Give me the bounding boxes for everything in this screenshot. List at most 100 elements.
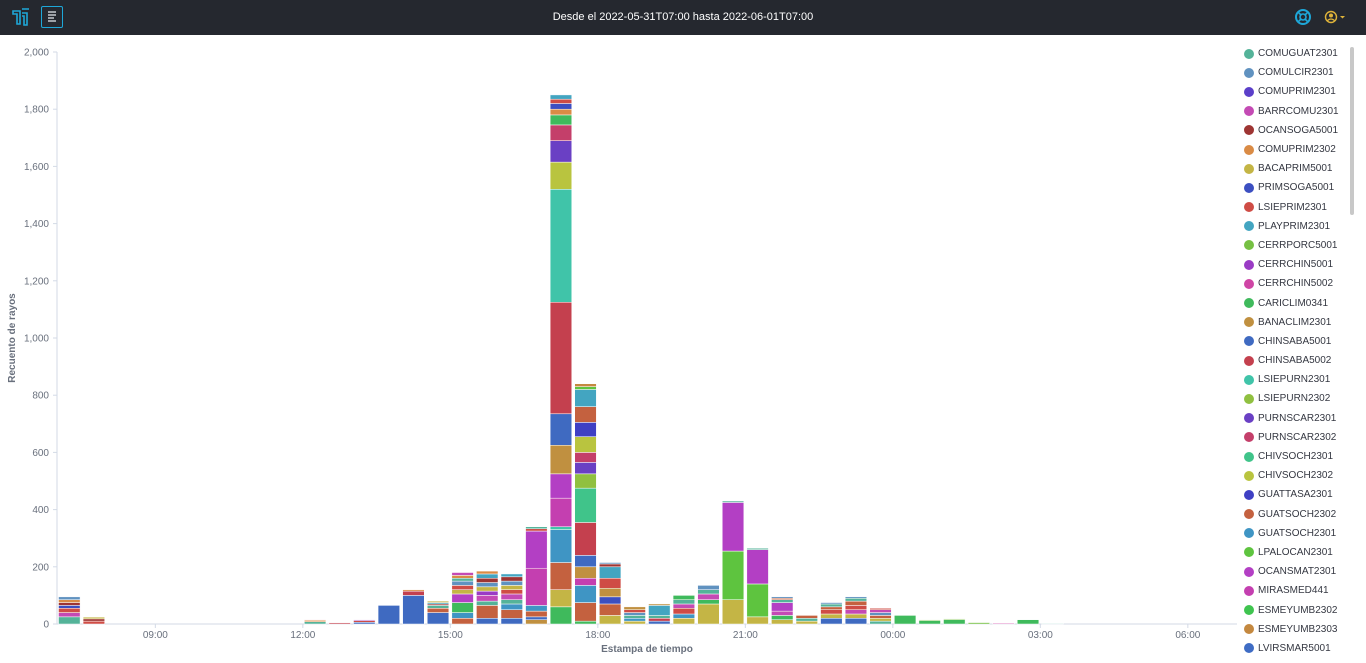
bar-segment[interactable] [525, 610, 548, 618]
legend-item[interactable]: LVIRSMAR5001 [1240, 639, 1345, 658]
bar-segment[interactable] [574, 389, 597, 407]
stacked-bar[interactable] [869, 608, 892, 625]
bar-segment[interactable] [451, 589, 474, 595]
stacked-bar[interactable] [623, 606, 646, 625]
bar-segment[interactable] [648, 603, 671, 606]
bar-segment[interactable] [574, 436, 597, 453]
bar-segment[interactable] [820, 603, 843, 608]
bar-segment[interactable] [574, 585, 597, 603]
bar-segment[interactable] [894, 615, 917, 625]
bar-segment[interactable] [771, 599, 794, 603]
legend-item[interactable]: LSIEPRIM2301 [1240, 198, 1345, 217]
bar-segment[interactable] [795, 618, 818, 622]
stacked-bar[interactable] [746, 547, 769, 625]
bar-segment[interactable] [500, 599, 523, 605]
bar-segment[interactable] [746, 547, 769, 550]
bar-segment[interactable] [771, 619, 794, 625]
legend-item[interactable]: MIRASMED441 [1240, 581, 1345, 600]
bar-segment[interactable] [549, 103, 573, 110]
stacked-bar[interactable] [795, 615, 818, 625]
bar-segment[interactable] [500, 576, 523, 582]
legend-item[interactable]: LSIEPURN2301 [1240, 370, 1345, 389]
stacked-bar[interactable] [894, 615, 917, 625]
bar-segment[interactable] [476, 595, 499, 602]
legend-item[interactable]: CHIVSOCH2301 [1240, 447, 1345, 466]
bar-segment[interactable] [525, 526, 548, 530]
bar-segment[interactable] [574, 566, 597, 579]
bar-segment[interactable] [869, 609, 892, 613]
stacked-bar[interactable] [525, 526, 548, 625]
bar-segment[interactable] [623, 618, 646, 622]
bar-segment[interactable] [402, 595, 425, 625]
bar-segment[interactable] [402, 589, 425, 592]
legend-item[interactable]: CERRCHIN5002 [1240, 274, 1345, 293]
bar-segment[interactable] [353, 619, 376, 621]
bar-segment[interactable] [451, 593, 474, 603]
legend-item[interactable]: CERRPORC5001 [1240, 236, 1345, 255]
bar-segment[interactable] [574, 555, 597, 568]
bar-segment[interactable] [500, 593, 523, 600]
bar-segment[interactable] [648, 618, 671, 622]
bar-segment[interactable] [599, 615, 622, 625]
legend-item[interactable]: GUATSOCH2302 [1240, 505, 1345, 524]
stacked-bar[interactable] [574, 383, 597, 625]
legend-item[interactable]: PRIMSOGA5001 [1240, 178, 1345, 197]
bar-segment[interactable] [574, 577, 597, 586]
bar-segment[interactable] [476, 570, 499, 575]
bar-segment[interactable] [549, 526, 573, 530]
legend-item[interactable]: CARICLIM0341 [1240, 293, 1345, 312]
stacked-bar[interactable] [82, 616, 105, 625]
bar-segment[interactable] [771, 596, 794, 599]
bar-segment[interactable] [844, 613, 868, 619]
bar-segment[interactable] [549, 606, 573, 625]
bar-segment[interactable] [476, 577, 499, 583]
legend-item[interactable]: ESMEYUMB2302 [1240, 600, 1345, 619]
legend-item[interactable]: COMUGUAT2301 [1240, 44, 1345, 63]
bar-segment[interactable] [525, 619, 548, 625]
bar-segment[interactable] [697, 603, 720, 625]
bar-segment[interactable] [574, 487, 597, 523]
bar-segment[interactable] [672, 599, 695, 605]
stacked-bar[interactable] [451, 572, 474, 625]
help-lifebuoy-icon[interactable] [1292, 6, 1314, 28]
bar-segment[interactable] [746, 549, 769, 585]
bar-segment[interactable] [844, 618, 868, 625]
bar-segment[interactable] [58, 599, 81, 603]
bar-segment[interactable] [599, 562, 622, 565]
bar-segment[interactable] [549, 98, 573, 104]
bar-segment[interactable] [476, 582, 499, 588]
bar-segment[interactable] [304, 619, 327, 621]
stacked-bar[interactable] [1041, 623, 1064, 625]
bar-segment[interactable] [500, 609, 523, 619]
bar-segment[interactable] [451, 585, 474, 590]
stacked-bar[interactable] [304, 619, 327, 625]
bar-segment[interactable] [82, 620, 105, 625]
bar-segment[interactable] [599, 563, 622, 568]
bar-segment[interactable] [869, 615, 892, 619]
bar-segment[interactable] [697, 593, 720, 600]
bar-segment[interactable] [672, 608, 695, 615]
bar-segment[interactable] [574, 602, 597, 622]
bar-segment[interactable] [353, 620, 376, 623]
stacked-bar[interactable] [58, 596, 81, 625]
bar-segment[interactable] [771, 602, 794, 612]
bar-segment[interactable] [869, 620, 892, 625]
bar-segment[interactable] [525, 567, 548, 606]
legend-item[interactable]: OCANSMAT2301 [1240, 562, 1345, 581]
legend-item[interactable]: ESMEYUMB2303 [1240, 620, 1345, 639]
bar-segment[interactable] [672, 618, 695, 625]
bar-segment[interactable] [476, 600, 499, 606]
bar-segment[interactable] [795, 620, 818, 625]
bar-segment[interactable] [353, 622, 376, 625]
stacked-bar[interactable] [697, 585, 720, 625]
stacked-bar[interactable] [328, 622, 351, 625]
bar-segment[interactable] [697, 599, 720, 605]
bar-segment[interactable] [672, 603, 695, 609]
bar-segment[interactable] [574, 620, 597, 625]
stacked-bar[interactable] [549, 94, 573, 625]
bar-segment[interactable] [722, 502, 745, 552]
bar-segment[interactable] [525, 528, 548, 532]
bar-segment[interactable] [427, 600, 450, 603]
bar-segment[interactable] [574, 473, 597, 489]
bar-segment[interactable] [549, 161, 573, 190]
